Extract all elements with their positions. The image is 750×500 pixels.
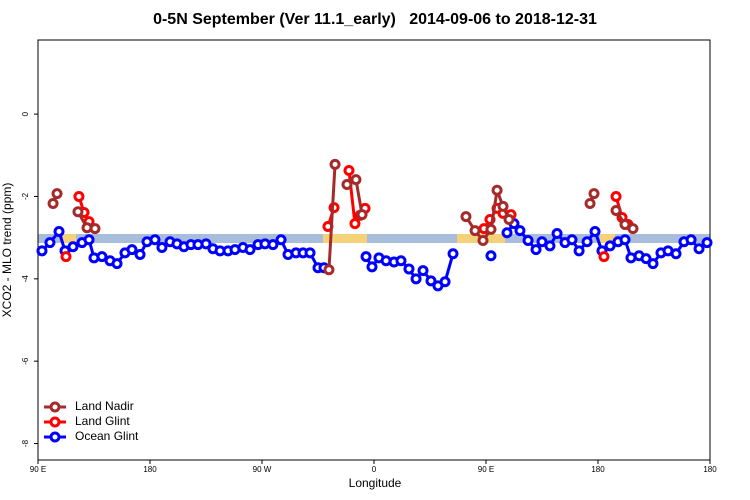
data-point bbox=[343, 165, 355, 177]
y-tick-label: -8 bbox=[21, 439, 30, 447]
data-point bbox=[60, 251, 72, 263]
data-point bbox=[53, 225, 65, 237]
y-tick-label: -2 bbox=[21, 192, 30, 200]
data-point bbox=[701, 237, 713, 249]
land-band bbox=[323, 234, 367, 243]
data-point bbox=[350, 174, 362, 186]
data-point bbox=[584, 197, 596, 209]
legend-label: Land Nadir bbox=[75, 399, 134, 413]
data-point bbox=[47, 197, 59, 209]
data-point bbox=[627, 223, 639, 235]
x-tick-label: 90 E bbox=[478, 465, 494, 474]
data-point bbox=[610, 204, 622, 216]
data-point bbox=[503, 214, 515, 226]
data-point bbox=[126, 244, 138, 256]
data-point bbox=[111, 258, 123, 270]
data-point bbox=[477, 235, 489, 247]
land-band bbox=[62, 234, 76, 243]
data-point bbox=[304, 247, 316, 259]
data-point bbox=[417, 265, 429, 277]
y-tick-label: 0 bbox=[21, 111, 30, 116]
y-tick-label: -4 bbox=[21, 275, 30, 283]
data-point bbox=[647, 258, 659, 270]
data-point bbox=[67, 241, 79, 253]
x-tick-label: 180 bbox=[143, 465, 157, 474]
data-point bbox=[485, 250, 497, 262]
data-point bbox=[522, 235, 534, 247]
chart-title: 0-5N September (Ver 11.1_early) 2014-09-… bbox=[153, 11, 597, 28]
data-point bbox=[356, 209, 368, 221]
data-point bbox=[536, 236, 548, 248]
data-point bbox=[439, 276, 451, 288]
data-point bbox=[267, 239, 279, 251]
legend-marker bbox=[49, 431, 61, 443]
legend-label: Ocean Glint bbox=[75, 429, 139, 443]
legend-marker bbox=[49, 401, 61, 413]
data-point bbox=[581, 236, 593, 248]
data-point bbox=[425, 275, 437, 287]
data-point bbox=[447, 248, 459, 260]
data-point bbox=[200, 238, 212, 250]
data-point bbox=[619, 218, 631, 230]
data-point bbox=[501, 227, 513, 239]
data-point bbox=[275, 234, 287, 246]
legend-marker bbox=[49, 416, 61, 428]
data-point bbox=[670, 248, 682, 260]
data-point bbox=[403, 263, 415, 275]
data-point bbox=[589, 225, 601, 237]
data-point bbox=[134, 249, 146, 261]
legend-label: Land Glint bbox=[75, 414, 130, 428]
data-point bbox=[83, 234, 95, 246]
x-tick-label: 90 W bbox=[253, 465, 272, 474]
data-point bbox=[72, 206, 84, 218]
data-point bbox=[73, 190, 85, 202]
data-point bbox=[349, 218, 361, 230]
data-point bbox=[588, 188, 600, 200]
data-point bbox=[604, 240, 616, 252]
data-point bbox=[544, 240, 556, 252]
y-tick-label: -6 bbox=[21, 357, 30, 365]
data-point bbox=[410, 273, 422, 285]
data-point bbox=[51, 188, 63, 200]
data-point bbox=[329, 158, 341, 170]
data-point bbox=[360, 251, 372, 263]
data-point bbox=[497, 200, 509, 212]
data-point bbox=[149, 234, 161, 246]
data-point bbox=[89, 223, 101, 235]
data-point bbox=[598, 251, 610, 263]
data-point bbox=[96, 251, 108, 263]
data-point bbox=[395, 255, 407, 267]
x-tick-label: 180 bbox=[591, 465, 605, 474]
data-point bbox=[44, 237, 56, 249]
data-point bbox=[530, 244, 542, 256]
data-point bbox=[619, 234, 631, 246]
data-point bbox=[610, 190, 622, 202]
y-axis-label: XCO2 - MLO trend (ppm) bbox=[0, 183, 14, 318]
data-point bbox=[485, 223, 497, 235]
data-point bbox=[156, 242, 168, 254]
data-point bbox=[460, 211, 472, 223]
data-point bbox=[491, 184, 503, 196]
data-point bbox=[341, 179, 353, 191]
x-tick-label: 90 E bbox=[30, 465, 46, 474]
data-point bbox=[244, 244, 256, 256]
data-point bbox=[693, 243, 705, 255]
x-tick-label: 180 bbox=[703, 465, 717, 474]
data-point bbox=[640, 253, 652, 265]
x-tick-label: 0 bbox=[372, 465, 377, 474]
data-point bbox=[685, 234, 697, 246]
data-point bbox=[469, 225, 481, 237]
ocean-band bbox=[38, 234, 710, 243]
data-point bbox=[366, 261, 378, 273]
data-point bbox=[573, 245, 585, 257]
x-axis-label: Longitude bbox=[349, 476, 402, 490]
data-point bbox=[514, 225, 526, 237]
data-point bbox=[566, 234, 578, 246]
land-band bbox=[600, 234, 615, 243]
data-point bbox=[551, 228, 563, 240]
data-point bbox=[323, 264, 335, 276]
data-point bbox=[36, 245, 48, 257]
